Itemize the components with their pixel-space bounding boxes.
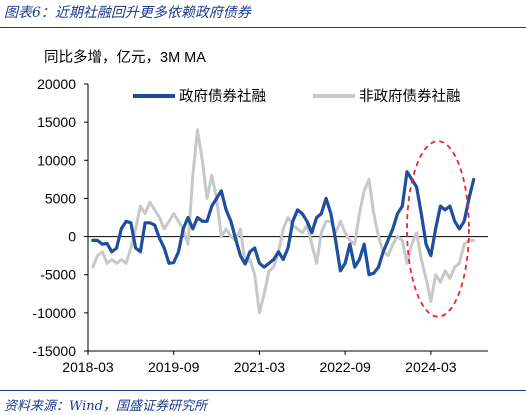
unit-label: 同比多增，亿元，3M MA xyxy=(44,50,206,66)
caption-rule xyxy=(0,27,526,28)
legend-label: 政府债券社融 xyxy=(179,88,266,105)
x-tick-label: 2018-03 xyxy=(62,359,114,375)
y-tick-label: -10000 xyxy=(32,305,76,321)
y-tick-label: -15000 xyxy=(32,343,76,359)
legend: 政府债券社融 非政府债券社融 xyxy=(133,88,461,105)
source-rule xyxy=(0,390,526,391)
y-tick-label: 10000 xyxy=(37,152,76,168)
annotation-layer xyxy=(406,140,470,318)
x-axis: 2018-03 2019-09 2021-03 2022-09 2024-03 xyxy=(62,236,488,375)
x-tick-label: 2024-03 xyxy=(405,359,457,375)
y-tick-label: -5000 xyxy=(40,267,76,283)
y-axis: 20000 15000 10000 5000 0 -5000 -10000 -15000 xyxy=(32,76,89,359)
y-tick-label: 20000 xyxy=(37,76,76,92)
x-tick-label: 2019-09 xyxy=(148,359,200,375)
y-tick-label: 15000 xyxy=(37,114,76,130)
highlight-ellipse xyxy=(406,140,470,318)
y-tick-label: 0 xyxy=(68,229,76,245)
legend-label: 非政府债券社融 xyxy=(359,88,461,105)
y-tick-label: 5000 xyxy=(45,190,76,206)
series-layer xyxy=(91,128,476,315)
series-line-government-bonds xyxy=(91,170,476,277)
source-note: 资料来源：Wind，国盛证券研究所 xyxy=(4,399,207,414)
x-tick-label: 2021-03 xyxy=(234,359,286,375)
figure-caption: 图表6：近期社融回升更多依赖政府债券 xyxy=(4,5,251,21)
series-line-non-government-bonds xyxy=(91,128,476,315)
x-tick-label: 2022-09 xyxy=(319,359,371,375)
